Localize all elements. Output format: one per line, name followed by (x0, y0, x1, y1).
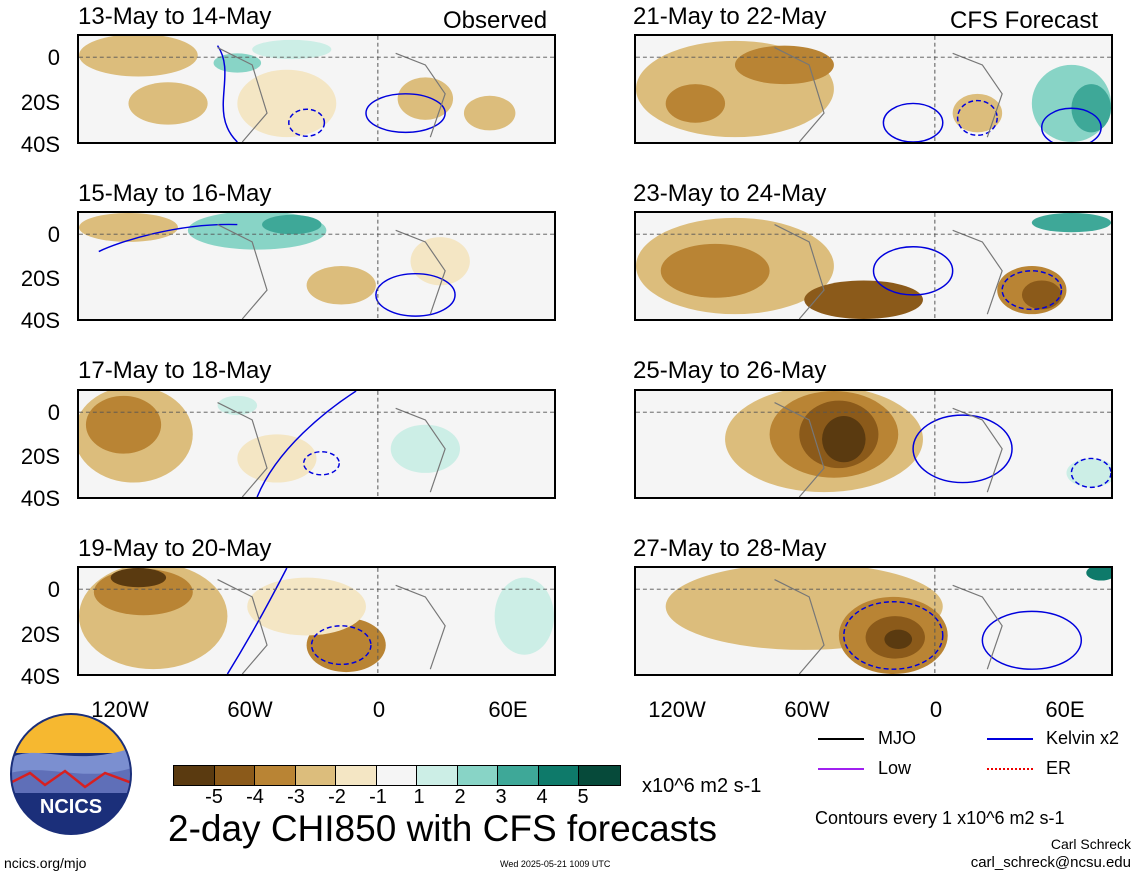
lon-label-60e-left: 60E (488, 697, 528, 722)
site-url: ncics.org/mjo (4, 855, 87, 871)
colorbar-tick: 3 (495, 786, 507, 808)
panel-title-left-4: 19-May to 20-May (78, 535, 272, 562)
logo-text: NCICS (40, 796, 102, 818)
lat-label-20s-row3: 20S (20, 444, 60, 469)
colorbar-cell (295, 766, 336, 785)
panel-title-right-4: 27-May to 28-May (633, 535, 827, 562)
lon-label-120w-left: 120W (91, 697, 149, 722)
lat-label-0-row3: 0 (47, 400, 60, 425)
map-panel-left-3 (77, 389, 556, 499)
panel-title-left-1: 13-May to 14-May (78, 3, 272, 30)
lat-label-20s-row4: 20S (20, 622, 60, 647)
legend-line-low (818, 768, 864, 770)
map-panel-right-3 (634, 389, 1113, 499)
lat-label-40s-row4: 40S (20, 664, 60, 689)
legend-label-low: Low (878, 758, 912, 778)
panel-title-right-3: 25-May to 26-May (633, 357, 827, 384)
legend-label-mjo: MJO (878, 728, 916, 748)
legend-line-mjo (818, 738, 864, 740)
colorbar-cell (376, 766, 417, 785)
author-email: carl_schreck@ncsu.edu (970, 854, 1131, 871)
main-title: 2-day CHI850 with CFS forecasts (168, 808, 718, 849)
lon-label-0-right: 0 (929, 697, 943, 722)
colorbar (173, 765, 621, 786)
lat-label-0-row1: 0 (47, 45, 60, 70)
colorbar-cell (498, 766, 539, 785)
panel-title-right-1: 21-May to 22-May (633, 3, 827, 30)
colorbar-cell (457, 766, 498, 785)
timestamp: Wed 2025-05-21 1009 UTC (500, 859, 611, 869)
map-panel-left-2 (77, 211, 556, 321)
lon-label-120w-right: 120W (648, 697, 706, 722)
map-panel-right-1 (634, 34, 1113, 144)
colorbar-cell (417, 766, 458, 785)
cfs-forecast-label: CFS Forecast (950, 7, 1099, 34)
map-panel-right-2 (634, 211, 1113, 321)
colorbar-cell (336, 766, 377, 785)
lat-label-40s-row2: 40S (20, 308, 60, 333)
colorbar-tick: -5 (205, 786, 223, 808)
contours-note: Contours every 1 x10^6 m2 s-1 (815, 808, 1065, 828)
ncics-logo: NCICS (10, 713, 132, 835)
colorbar-tick: -1 (369, 786, 387, 808)
lat-label-0-row4: 0 (47, 577, 60, 602)
panel-title-right-2: 23-May to 24-May (633, 180, 827, 207)
colorbar-tick: 1 (413, 786, 425, 808)
map-panel-right-4 (634, 566, 1113, 676)
colorbar-tick: 2 (454, 786, 466, 808)
colorbar-tick: 5 (577, 786, 589, 808)
legend-line-kelvin (987, 738, 1033, 740)
map-panel-left-4 (77, 566, 556, 676)
colorbar-tick: -3 (287, 786, 305, 808)
lat-label-0-row2: 0 (47, 222, 60, 247)
colorbar-cell (538, 766, 579, 785)
colorbar-units: x10^6 m2 s-1 (642, 775, 762, 797)
observed-label: Observed (443, 7, 548, 34)
panel-title-left-3: 17-May to 18-May (78, 357, 272, 384)
lon-label-60w-left: 60W (227, 697, 273, 722)
lat-label-40s-row3: 40S (20, 486, 60, 511)
lat-label-20s-row1: 20S (20, 90, 60, 115)
lon-label-60w-right: 60W (784, 697, 830, 722)
lat-label-20s-row2: 20S (20, 266, 60, 291)
colorbar-cell (579, 766, 620, 785)
lon-label-0-left: 0 (372, 697, 386, 722)
legend-label-kelvin: Kelvin x2 (1046, 728, 1120, 748)
map-panel-left-1 (77, 34, 556, 144)
legend-line-er (987, 768, 1033, 770)
panel-title-left-2: 15-May to 16-May (78, 180, 272, 207)
lat-label-40s-row1: 40S (20, 132, 60, 157)
colorbar-tick: -4 (246, 786, 264, 808)
lon-label-60e-right: 60E (1045, 697, 1085, 722)
colorbar-tick: -2 (328, 786, 346, 808)
colorbar-cell (255, 766, 296, 785)
colorbar-tick: 4 (536, 786, 548, 808)
author-name: Carl Schreck (1050, 836, 1131, 852)
colorbar-cell (214, 766, 255, 785)
colorbar-cell (174, 766, 215, 785)
legend-label-er: ER (1046, 758, 1072, 778)
